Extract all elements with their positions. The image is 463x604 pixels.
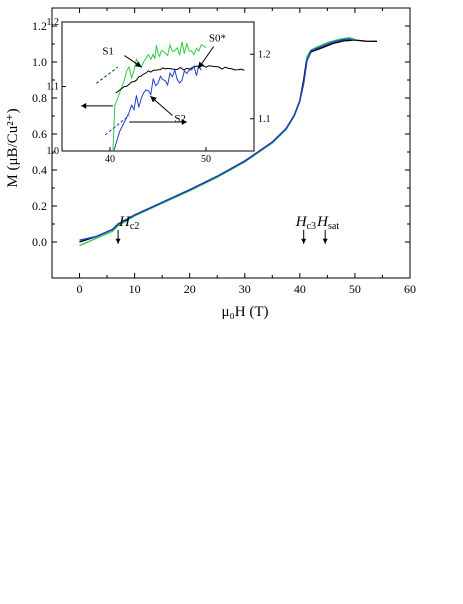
inset-x-tick-label: 50 (201, 154, 211, 165)
inset-plot: 40 50 1.0 1.1 1.2 1.1 1.2 S1 S0* S2 (47, 17, 271, 165)
inset-curve-label: S0* (209, 32, 226, 44)
x-tick-label: 30 (239, 282, 251, 296)
y-axis-label: M (μB/Cu²⁺) (5, 108, 21, 187)
inset-y-left-tick-label: 1.1 (47, 82, 60, 93)
inset-label-leader-head (150, 96, 157, 103)
annotation-label: Hc2 (118, 214, 139, 232)
annotation-label: Hsat (316, 214, 339, 232)
y-tick-label: 1.0 (32, 55, 47, 69)
x-axis-label: μ₀H (T) (221, 304, 268, 320)
main-series-group (79, 36, 378, 247)
inset-x-tick-label: 40 (105, 154, 115, 165)
y-tick-label: 0.0 (32, 235, 47, 249)
x-tick-label: 60 (404, 282, 416, 296)
inset-series-group (81, 41, 245, 152)
inset-labels: S1 S0* S2 (102, 32, 226, 125)
inset-right-axis-arrow-head (181, 118, 187, 125)
inset-y-left-tick-label: 1.0 (47, 146, 60, 157)
y-tick-label: 0.2 (32, 199, 47, 213)
inset-curve-label: S2 (174, 113, 186, 125)
annotation-arrow-head (322, 238, 328, 244)
x-tick-label: 40 (294, 282, 306, 296)
inset-guide-dashed (96, 66, 118, 84)
inset-label-leader-head (135, 61, 142, 68)
inset-label-leader-head (198, 61, 205, 69)
main-series-line (79, 39, 378, 243)
x-tick-label: 0 (77, 282, 83, 296)
inset-series-line (112, 41, 207, 152)
main-annotations: Hc2 Hc3 Hsat (115, 214, 339, 244)
inset-y-left-tick-label: 1.2 (47, 17, 60, 28)
y-tick-label: 0.8 (32, 91, 47, 105)
y-tick-label: 0.6 (32, 127, 47, 141)
inset-series-line (115, 65, 245, 94)
inset-y-right-tick-label: 1.1 (258, 114, 271, 125)
inset-series-line (113, 64, 202, 152)
annotation-label: Hc3 (295, 214, 316, 232)
inset-y-right-tick-label: 1.2 (258, 49, 271, 60)
annotation-arrow-head (301, 238, 307, 244)
inset-axis-ticks: 40 50 1.0 1.1 1.2 1.1 1.2 (47, 17, 271, 165)
main-plot-frame (51, 7, 411, 279)
inset-guide-dashed-blue (104, 115, 130, 136)
y-tick-label: 0.4 (32, 163, 47, 177)
x-tick-label: 20 (184, 282, 196, 296)
inset-curve-label: S1 (102, 45, 114, 57)
main-axis-ticks: 0 10 20 30 40 50 60 0.0 0.2 0.4 0.6 0.8 1.0 1.2 (32, 8, 416, 296)
annotation-arrow-head (115, 238, 121, 244)
y-tick-label: 1.2 (32, 19, 47, 33)
main-series-line (79, 38, 356, 241)
x-tick-label: 50 (349, 282, 361, 296)
inset-left-axis-arrow-head (81, 102, 87, 109)
x-tick-label: 10 (129, 282, 141, 296)
